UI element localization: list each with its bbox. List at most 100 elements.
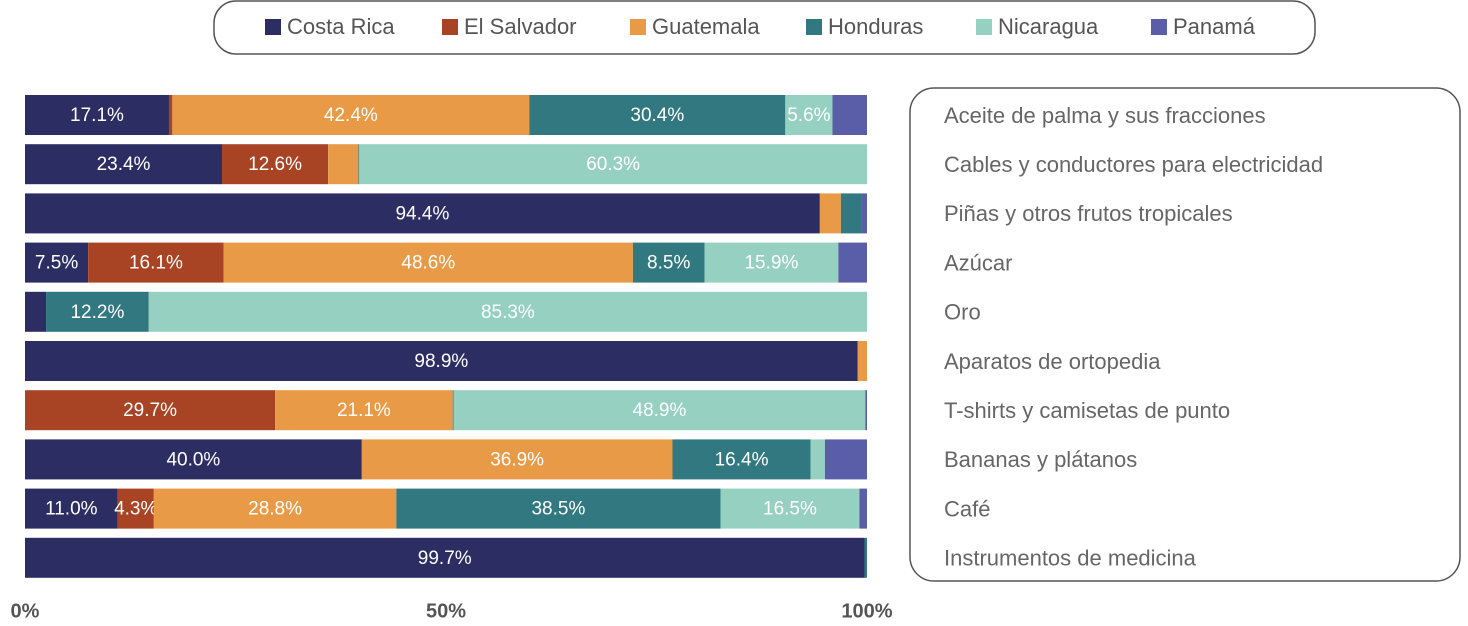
data-label: 16.1% bbox=[129, 253, 183, 274]
bar-segment bbox=[861, 193, 867, 234]
bar-segment bbox=[223, 242, 633, 283]
data-label: 40.0% bbox=[166, 449, 220, 470]
category-label: Piñas y otros frutos tropicales bbox=[944, 201, 1233, 226]
category-label: Azúcar bbox=[944, 250, 1012, 275]
bar-segment bbox=[25, 537, 865, 578]
legend-box bbox=[213, 0, 1316, 55]
bar-segment bbox=[117, 488, 154, 529]
bar-segment bbox=[172, 95, 530, 135]
bar-segment bbox=[25, 390, 276, 431]
bar-segment bbox=[396, 488, 721, 529]
bar-segment bbox=[153, 488, 397, 529]
bar-segment bbox=[88, 242, 224, 283]
bar-segment bbox=[529, 95, 786, 135]
bar-segment bbox=[859, 488, 867, 529]
bar-segment bbox=[819, 193, 841, 234]
data-label: 85.3% bbox=[481, 302, 535, 323]
bar-segment bbox=[865, 390, 867, 431]
data-label: 23.4% bbox=[97, 154, 151, 175]
legend-swatch bbox=[265, 19, 281, 35]
bar-segment bbox=[672, 439, 811, 480]
data-label: 5.6% bbox=[787, 105, 830, 126]
bar-segment bbox=[168, 95, 173, 135]
bar-segment bbox=[864, 537, 867, 578]
legend-label: El Salvador bbox=[464, 14, 577, 39]
bar-segment bbox=[824, 439, 867, 480]
data-label: 28.8% bbox=[248, 499, 302, 520]
x-tick-label: 50% bbox=[426, 600, 466, 622]
category-label: T-shirts y camisetas de punto bbox=[944, 398, 1230, 423]
legend-label: Panamá bbox=[1173, 14, 1256, 39]
bar-segment bbox=[25, 242, 89, 283]
data-label: 60.3% bbox=[586, 154, 640, 175]
bar-segment bbox=[632, 242, 705, 283]
category-label: Café bbox=[944, 496, 990, 521]
data-label: 36.9% bbox=[490, 449, 544, 470]
bar-segment bbox=[359, 144, 867, 185]
bar-segment bbox=[25, 488, 118, 529]
category-label: Cables y conductores para electricidad bbox=[944, 152, 1323, 177]
category-label: Aparatos de ortopedia bbox=[944, 349, 1161, 374]
bar-segment bbox=[222, 144, 329, 185]
legend-label: Costa Rica bbox=[287, 14, 395, 39]
data-label: 48.9% bbox=[633, 400, 687, 421]
category-label: Aceite de palma y sus fracciones bbox=[944, 103, 1266, 128]
bar-segment bbox=[25, 291, 47, 332]
data-label: 7.5% bbox=[35, 253, 78, 274]
bar-segment bbox=[704, 242, 839, 283]
bar-segment bbox=[838, 242, 867, 283]
bar-segment bbox=[785, 95, 833, 135]
bar-segment bbox=[25, 95, 169, 135]
category-label: Oro bbox=[944, 300, 981, 325]
data-label: 99.7% bbox=[418, 548, 472, 569]
legend-swatch bbox=[442, 19, 458, 35]
data-label: 4.3% bbox=[114, 499, 157, 520]
bar-segment bbox=[46, 291, 149, 332]
legend-label: Nicaragua bbox=[998, 14, 1099, 39]
bar-segment bbox=[453, 390, 866, 431]
data-label: 16.4% bbox=[715, 449, 769, 470]
x-tick-label: 0% bbox=[11, 600, 40, 622]
legend-swatch bbox=[630, 19, 646, 35]
bar-segment bbox=[832, 95, 867, 135]
category-box bbox=[909, 87, 1461, 582]
data-label: 11.0% bbox=[45, 499, 98, 520]
data-label: 16.5% bbox=[763, 499, 817, 520]
data-label: 17.1% bbox=[70, 105, 124, 126]
bar-segment bbox=[25, 341, 858, 381]
category-label: Instrumentos de medicina bbox=[944, 546, 1197, 571]
x-tick-label: 100% bbox=[841, 600, 892, 622]
bar-segment bbox=[25, 439, 362, 480]
bar-segment bbox=[361, 439, 673, 480]
legend-swatch bbox=[976, 19, 992, 35]
data-label: 38.5% bbox=[531, 499, 585, 520]
category-label: Bananas y plátanos bbox=[944, 447, 1137, 472]
bar-segment bbox=[275, 390, 453, 431]
data-label: 21.1% bbox=[337, 400, 391, 421]
bar-segment bbox=[810, 439, 825, 480]
bar-segment bbox=[358, 144, 360, 185]
data-label: 8.5% bbox=[647, 253, 690, 274]
bar-segment bbox=[857, 341, 867, 381]
data-label: 12.6% bbox=[248, 154, 302, 175]
legend-swatch bbox=[806, 19, 822, 35]
bar-segment bbox=[148, 291, 868, 332]
data-label: 12.2% bbox=[70, 302, 124, 323]
legend-swatch bbox=[1151, 19, 1167, 35]
data-label: 94.4% bbox=[395, 203, 449, 224]
data-label: 48.6% bbox=[401, 253, 455, 274]
data-label: 98.9% bbox=[414, 351, 468, 372]
data-label: 15.9% bbox=[744, 253, 798, 274]
legend-label: Honduras bbox=[828, 14, 923, 39]
bar-segment bbox=[25, 144, 223, 185]
bar-segment bbox=[720, 488, 860, 529]
bar-segment bbox=[452, 390, 454, 431]
bar-segment bbox=[25, 193, 820, 234]
bar-segment bbox=[840, 193, 862, 234]
data-label: 30.4% bbox=[630, 105, 684, 126]
data-label: 29.7% bbox=[123, 400, 177, 421]
legend-label: Guatemala bbox=[652, 14, 760, 39]
data-label: 42.4% bbox=[324, 105, 378, 126]
bar-segment bbox=[328, 144, 359, 185]
